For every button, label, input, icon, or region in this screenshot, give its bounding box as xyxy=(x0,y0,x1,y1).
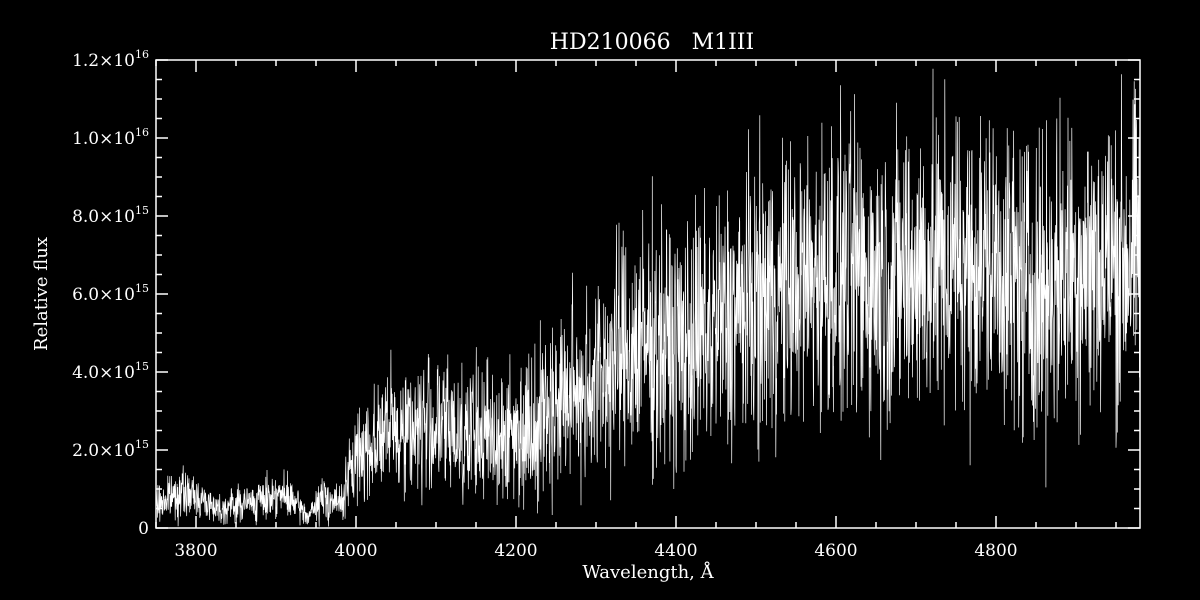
x-axis-label: Wavelength, Å xyxy=(582,561,714,583)
x-tick-label: 4400 xyxy=(654,541,697,561)
x-tick-label: 4600 xyxy=(814,541,857,561)
y-axis-label: Relative flux xyxy=(31,237,52,351)
spectrum-line-0 xyxy=(155,68,1141,527)
y-tick-label: 2.0×1015 xyxy=(72,438,149,461)
chart-title: HD210066 M1III xyxy=(550,30,754,55)
spectrum-series xyxy=(155,68,1141,527)
x-tick-labels: 3800 4000 4200 4400 4600 4800 xyxy=(174,541,1017,561)
y-tick-label: 1.2×1016 xyxy=(72,48,149,71)
x-tick-label: 4200 xyxy=(494,541,537,561)
axis-ticks xyxy=(155,59,1140,529)
y-tick-label: 1.0×1016 xyxy=(72,126,149,149)
x-tick-label: 3800 xyxy=(174,541,217,561)
y-tick-label: 4.0×1015 xyxy=(72,360,149,383)
x-tick-label: 4800 xyxy=(974,541,1017,561)
x-tick-label: 4000 xyxy=(334,541,377,561)
y-tick-label: 8.0×1015 xyxy=(72,204,149,227)
y-tick-labels: 0 2.0×1015 4.0×1015 6.0×1015 8.0×1015 1.0×101… xyxy=(72,48,149,539)
tick-marks xyxy=(155,59,1140,529)
y-tick-label: 6.0×1015 xyxy=(72,282,149,305)
y-tick-label: 0 xyxy=(138,519,149,539)
